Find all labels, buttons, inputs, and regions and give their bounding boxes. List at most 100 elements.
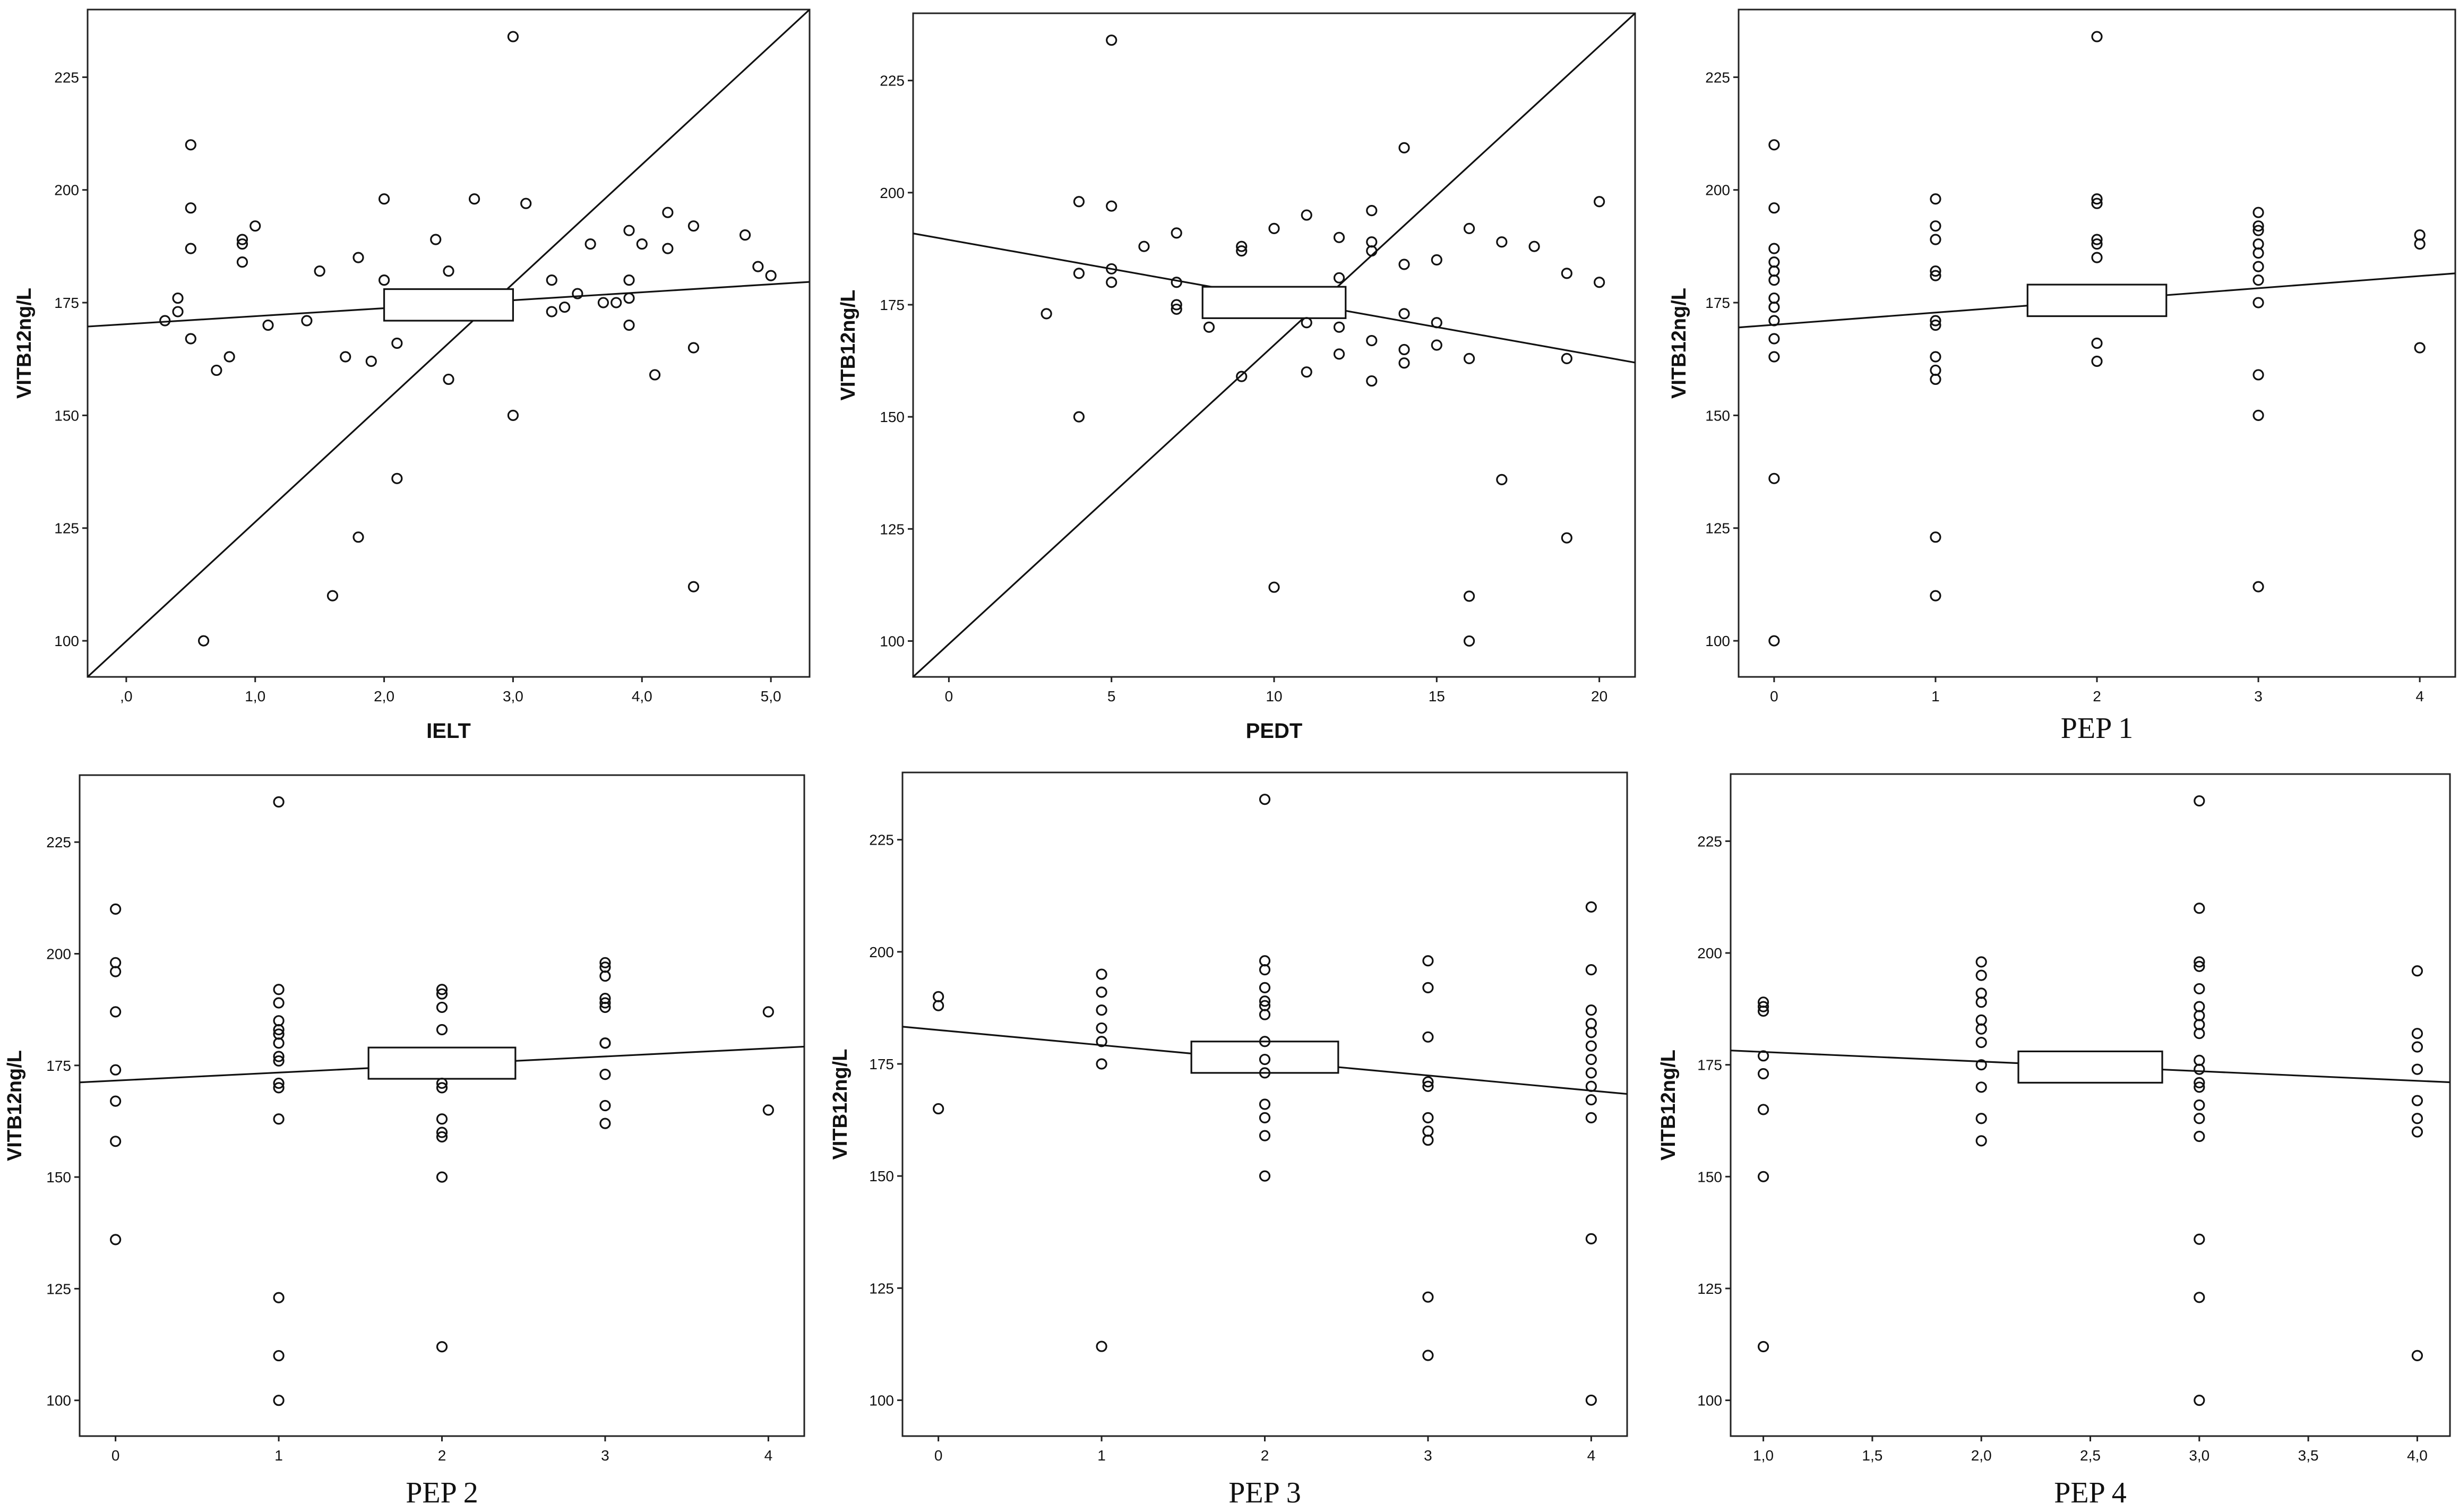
data-point [572, 288, 583, 299]
data-point [687, 342, 700, 354]
data-point [430, 234, 442, 245]
chart-panel-3: 100 125 150 175 200 225 0 1 2 3 4 VITB12ng/L PEP 1 [1668, 8, 2456, 745]
data-point [273, 1077, 285, 1089]
y-tick-label: 125 [869, 1280, 894, 1296]
data-point [2194, 956, 2205, 968]
data-point [546, 306, 557, 317]
data-point [1096, 1004, 1107, 1016]
data-point [933, 1000, 944, 1011]
data-point [273, 997, 285, 1009]
data-point [1259, 1067, 1271, 1079]
data-point [1333, 272, 1345, 284]
data-point [1431, 254, 1442, 266]
data-point [110, 903, 122, 915]
data-point [110, 1064, 122, 1076]
data-point [1757, 1050, 1769, 1062]
data-point [520, 197, 532, 209]
plot-frame [79, 774, 805, 1437]
data-point [2414, 238, 2426, 250]
data-point [2091, 252, 2103, 263]
data-point [1096, 1341, 1107, 1352]
x-axis-label: PEP 2 [406, 1476, 478, 1509]
x-tick-label: 0 [111, 1447, 120, 1464]
data-point [2091, 197, 2103, 209]
data-point [352, 252, 364, 263]
data-point [1422, 1031, 1434, 1043]
data-point [172, 306, 184, 317]
x-tick-label: 1,0 [1753, 1447, 1774, 1464]
data-point [1585, 1004, 1597, 1016]
data-point [1496, 474, 1508, 485]
x-tick-label: ,0 [120, 688, 132, 705]
data-point [1585, 1094, 1597, 1106]
reference-line [913, 13, 1635, 677]
data-point [1561, 268, 1572, 279]
data-point [1096, 1036, 1107, 1047]
x-axis-label: PEP 3 [1228, 1476, 1301, 1509]
data-point [1930, 373, 1941, 385]
data-point [599, 1069, 611, 1080]
data-point [1259, 1130, 1271, 1141]
data-point [1768, 139, 1780, 151]
y-tick-label: 150 [869, 1168, 894, 1184]
data-point [1333, 321, 1345, 333]
chart-panel-6: 100 125 150 175 200 225 1,0 1,5 2,0 2,5 3,0 3,5 4,0 V… [1657, 773, 2451, 1509]
data-point [185, 243, 196, 254]
data-point [1768, 301, 1780, 313]
data-point [2194, 1394, 2205, 1406]
data-point [1463, 353, 1475, 364]
y-tick-label: 125 [46, 1281, 71, 1297]
data-point [1768, 635, 1780, 647]
data-point [1757, 1068, 1769, 1080]
data-point [1585, 1394, 1597, 1406]
data-point [1930, 351, 1941, 363]
y-tick-label: 175 [46, 1058, 71, 1074]
data-point [599, 1037, 611, 1049]
data-point [1259, 1053, 1271, 1066]
data-point [1096, 968, 1107, 980]
x-tick-label: 2,0 [1971, 1447, 1992, 1464]
data-point [623, 292, 635, 304]
data-point [1073, 196, 1085, 208]
data-point [1106, 35, 1117, 46]
x-tick-label: 1,5 [1862, 1447, 1882, 1464]
data-point [159, 315, 171, 327]
data-point [436, 984, 448, 995]
data-point [1585, 1027, 1597, 1038]
data-point [236, 238, 248, 250]
data-point [250, 220, 261, 232]
data-point [436, 1024, 448, 1036]
data-point [1930, 220, 1941, 232]
x-tick-label: 15 [1429, 688, 1445, 705]
data-point [1259, 964, 1271, 976]
y-tick-label: 200 [46, 946, 71, 962]
data-point [1930, 531, 1941, 543]
data-point [340, 351, 351, 363]
data-point [1259, 1036, 1271, 1047]
y-tick-label: 225 [54, 69, 79, 85]
data-point [1096, 986, 1107, 998]
data-point [1422, 1350, 1434, 1361]
data-point [314, 265, 325, 277]
data-point [2252, 238, 2264, 250]
y-tick-label: 175 [1705, 295, 1730, 311]
data-point [623, 225, 635, 236]
data-point [623, 319, 635, 331]
data-point [1366, 205, 1378, 217]
data-point [1398, 308, 1410, 320]
data-point [1975, 956, 1987, 968]
data-point [2252, 297, 2264, 308]
data-point [1975, 1036, 1987, 1049]
data-point [599, 970, 611, 982]
data-point [2091, 193, 2103, 205]
y-tick-label: 100 [46, 1393, 71, 1409]
data-point [2411, 1095, 2423, 1106]
data-point [1268, 581, 1280, 593]
data-point [273, 1395, 285, 1406]
x-axis-label: PEDT [1246, 719, 1303, 743]
x-tick-label: 2 [438, 1447, 446, 1464]
mean-box [383, 288, 514, 322]
x-tick-label: 5 [1107, 688, 1116, 705]
data-point [273, 1113, 285, 1125]
data-point [436, 1341, 448, 1353]
